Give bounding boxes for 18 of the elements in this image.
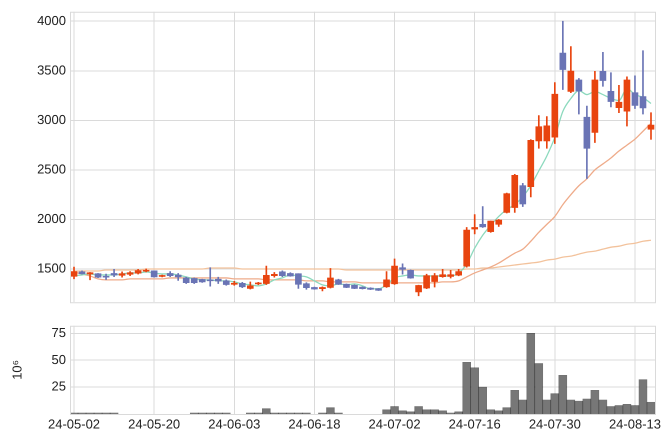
y-tick-label: 2000 — [37, 211, 66, 226]
x-tick-label: 24-05-02 — [48, 416, 100, 432]
x-tick-label: 24-06-03 — [208, 416, 260, 432]
y-tick-label: 2500 — [37, 161, 66, 176]
x-tick-label: 24-07-02 — [368, 416, 421, 432]
x-tick-label: 24-05-20 — [128, 416, 180, 432]
y-tick-label: 3000 — [37, 112, 66, 127]
y-tick-label: 3500 — [37, 62, 66, 78]
y-axis-title: 10⁶ — [9, 360, 24, 380]
x-tick-label: 24-07-30 — [528, 416, 581, 432]
y-tick-label: 4000 — [37, 12, 66, 28]
y-tick-label: 75 — [52, 324, 66, 340]
y-tick-label: 50 — [52, 352, 66, 367]
y-tick-label: 25 — [52, 378, 66, 394]
x-tick-label: 24-06-18 — [288, 416, 340, 432]
y-tick-label: 1500 — [37, 260, 66, 276]
x-tick-label: 24-07-16 — [448, 416, 501, 432]
x-tick-label: 24-08-13 — [608, 416, 661, 432]
